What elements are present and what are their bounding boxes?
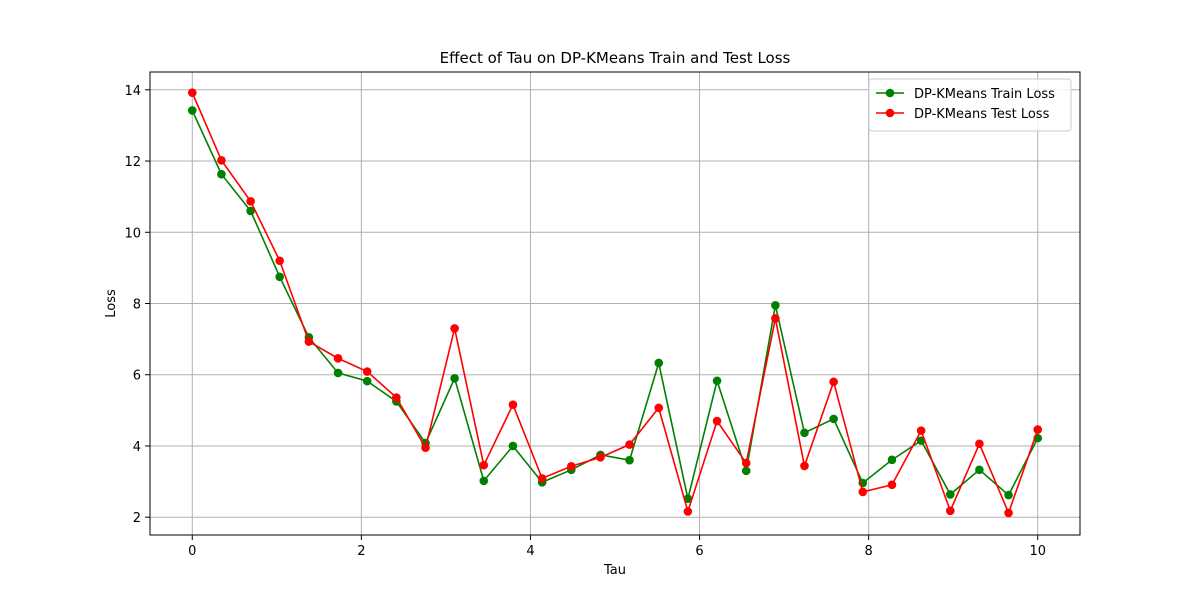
data-point: [1004, 490, 1013, 500]
data-point: [275, 272, 284, 282]
data-point: [1004, 508, 1013, 518]
data-point: [246, 206, 255, 216]
legend-marker: [885, 88, 895, 98]
data-point: [741, 466, 751, 476]
legend-marker: [885, 108, 895, 118]
data-point: [887, 480, 897, 490]
legend-item: DP-KMeans Train Loss: [876, 87, 1055, 102]
data-point: [392, 393, 401, 402]
axis-ticks: 0 2 4 6 8 10 2 4 6 8 10 12 14: [124, 84, 1046, 559]
data-point: [508, 400, 518, 409]
data-point: [304, 337, 314, 346]
data-point: [1033, 425, 1043, 434]
data-point: [829, 377, 838, 387]
data-point: [217, 156, 226, 165]
data-point: [566, 461, 576, 471]
y-tick-label: 4: [133, 440, 141, 455]
series-layer: [187, 88, 1043, 518]
data-point: [946, 490, 955, 499]
data-point: [654, 358, 664, 368]
legend-box: [868, 78, 1072, 132]
x-axis-label: Tau: [603, 563, 626, 578]
data-point: [800, 461, 809, 471]
data-point: [683, 494, 693, 503]
legend-label: DP-KMeans Train Loss: [914, 87, 1055, 102]
data-point: [479, 476, 489, 486]
data-point: [596, 453, 605, 462]
data-point: [537, 474, 547, 483]
x-tick-label: 8: [864, 544, 872, 559]
data-point: [187, 88, 197, 97]
y-tick-label: 6: [133, 369, 141, 384]
x-tick-label: 6: [695, 544, 703, 559]
data-point: [975, 439, 984, 449]
y-tick-label: 2: [133, 511, 141, 526]
series-line: [191, 110, 1039, 499]
data-point: [712, 416, 722, 426]
data-point: [771, 314, 780, 323]
data-point: [654, 403, 664, 413]
data-point: [362, 376, 372, 386]
series-line: [191, 92, 1039, 516]
data-point: [508, 441, 518, 451]
grid-lines: [150, 72, 1080, 535]
data-point: [683, 507, 693, 516]
data-point: [771, 300, 780, 310]
data-point: [975, 465, 984, 475]
data-point: [217, 169, 226, 179]
data-point: [712, 376, 722, 386]
x-tick-label: 2: [357, 544, 365, 559]
data-point: [800, 428, 809, 438]
y-tick-label: 12: [124, 155, 141, 170]
legend-label: DP-KMeans Test Loss: [914, 107, 1050, 122]
data-point: [275, 256, 284, 266]
y-tick-label: 10: [124, 226, 141, 241]
y-tick-label: 8: [133, 298, 141, 313]
data-point: [625, 440, 634, 449]
x-tick-label: 0: [188, 544, 196, 559]
x-tick-label: 10: [1029, 544, 1046, 559]
data-point: [246, 196, 255, 206]
legend-item: DP-KMeans Test Loss: [876, 107, 1050, 122]
data-point: [887, 455, 897, 465]
legend: DP-KMeans Train Loss DP-KMeans Test Loss: [868, 78, 1072, 132]
data-point: [421, 443, 430, 453]
data-point: [625, 455, 634, 465]
data-point: [916, 426, 926, 435]
data-point: [479, 460, 489, 470]
y-tick-label: 14: [124, 84, 141, 99]
data-point: [362, 367, 372, 376]
series-test-loss: [187, 88, 1043, 518]
data-point: [187, 106, 197, 115]
data-point: [741, 458, 751, 468]
data-point: [450, 373, 459, 383]
data-point: [946, 506, 955, 516]
data-point: [858, 487, 868, 497]
data-point: [333, 368, 343, 378]
data-point: [829, 414, 838, 424]
data-point: [450, 324, 459, 333]
chart-title: Effect of Tau on DP-KMeans Train and Tes…: [440, 49, 791, 67]
x-tick-label: 4: [526, 544, 534, 559]
y-axis-label: Loss: [104, 289, 119, 318]
data-point: [333, 354, 343, 363]
